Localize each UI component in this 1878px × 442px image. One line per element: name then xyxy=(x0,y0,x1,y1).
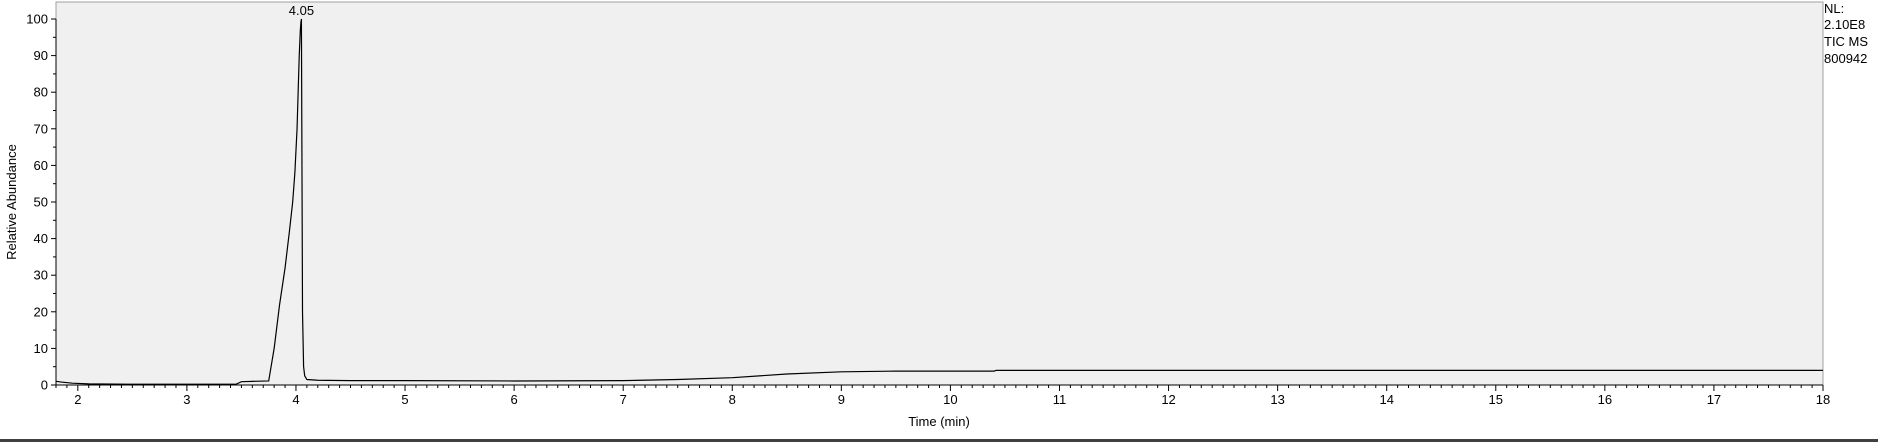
y-tick-label: 70 xyxy=(34,121,48,136)
info-line-nl-value: 2.10E8 xyxy=(1824,17,1865,32)
y-axis-label: Relative Abundance xyxy=(4,144,19,260)
x-axis-ticks: 2 3 4 5 6 7 8 9 10 11 12 13 14 15 16 17 18 xyxy=(74,385,1830,407)
x-tick-label: 18 xyxy=(1816,392,1830,407)
x-tick-label: 17 xyxy=(1707,392,1721,407)
y-tick-label: 20 xyxy=(34,304,48,319)
x-tick-label: 5 xyxy=(401,392,408,407)
plot-area-background xyxy=(55,1,1824,386)
info-line-nl-label: NL: xyxy=(1824,1,1844,16)
x-tick-label: 16 xyxy=(1598,392,1612,407)
y-tick-label: 10 xyxy=(34,341,48,356)
x-tick-label: 13 xyxy=(1270,392,1284,407)
x-minor-ticks xyxy=(55,385,1813,388)
bottom-border xyxy=(0,439,1878,442)
series-trace-line xyxy=(55,18,1823,385)
x-tick-label: 3 xyxy=(183,392,190,407)
info-line-scan-type: TIC MS xyxy=(1824,34,1868,49)
x-tick-label: 6 xyxy=(510,392,517,407)
y-tick-label: 40 xyxy=(34,231,48,246)
y-tick-label: 60 xyxy=(34,158,48,173)
x-axis-label: Time (min) xyxy=(908,414,970,429)
y-tick-label: 50 xyxy=(34,195,48,210)
x-tick-label: 4 xyxy=(292,392,299,407)
info-line-file-id: 800942 xyxy=(1824,51,1867,66)
x-tick-label: 14 xyxy=(1379,392,1393,407)
x-tick-label: 2 xyxy=(74,392,81,407)
x-tick-label: 15 xyxy=(1489,392,1503,407)
y-tick-label: 80 xyxy=(34,85,48,100)
x-tick-label: 7 xyxy=(620,392,627,407)
peak-label: 4.05 xyxy=(289,3,314,18)
y-axis-ticks: 0 10 20 30 40 50 60 70 80 90 100 xyxy=(26,12,56,393)
x-tick-label: 8 xyxy=(729,392,736,407)
x-tick-label: 12 xyxy=(1161,392,1175,407)
y-tick-label: 90 xyxy=(34,48,48,63)
x-tick-label: 11 xyxy=(1053,392,1067,407)
y-tick-label: 100 xyxy=(26,12,48,27)
y-tick-label: 0 xyxy=(41,378,48,393)
x-tick-label: 10 xyxy=(943,392,957,407)
x-tick-label: 9 xyxy=(838,392,845,407)
info-box: NL: 2.10E8 TIC MS 800942 xyxy=(1824,1,1868,66)
y-tick-label: 30 xyxy=(34,268,48,283)
